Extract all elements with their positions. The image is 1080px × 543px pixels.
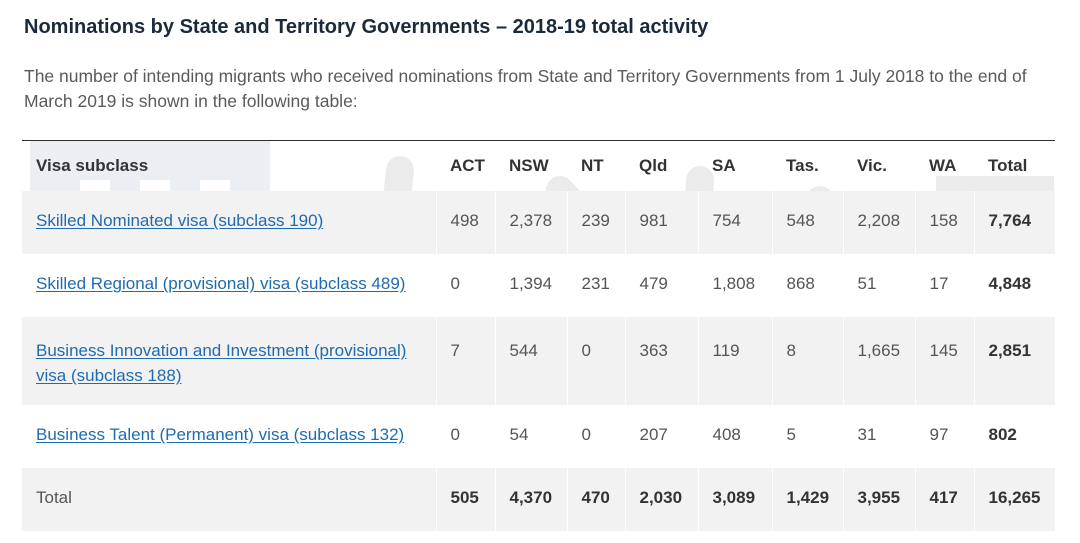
cell-wa: 17 xyxy=(914,254,974,317)
cell-tas: 5 xyxy=(771,405,843,468)
header-total: Total xyxy=(988,156,1028,175)
table-row: Skilled Regional (provisional) visa (sub… xyxy=(22,254,1055,317)
table-row: Business Talent (Permanent) visa (subcla… xyxy=(22,405,1055,468)
grand-total: 16,265 xyxy=(973,468,1055,531)
total-nsw: 4,370 xyxy=(494,468,567,531)
cell-act: 0 xyxy=(435,405,495,468)
cell-sa: 1,808 xyxy=(697,254,772,317)
cell-vic: 31 xyxy=(842,405,915,468)
visa-link-489[interactable]: Skilled Regional (provisional) visa (sub… xyxy=(36,274,406,293)
visa-link-132[interactable]: Business Talent (Permanent) visa (subcla… xyxy=(36,425,405,444)
header-act: ACT xyxy=(450,156,485,175)
cell-act: 498 xyxy=(435,191,495,254)
visa-cell: Business Talent (Permanent) visa (subcla… xyxy=(22,405,436,468)
visa-link-188[interactable]: Business Innovation and Investment (prov… xyxy=(36,341,407,385)
header-sa: SA xyxy=(712,156,736,175)
cell-qld: 363 xyxy=(624,317,698,405)
cell-total: 802 xyxy=(973,405,1055,468)
table-row: Skilled Nominated visa (subclass 190) 49… xyxy=(22,191,1055,254)
cell-nt: 239 xyxy=(566,191,625,254)
cell-act: 7 xyxy=(435,317,495,405)
cell-wa: 158 xyxy=(914,191,974,254)
total-row: Total 505 4,370 470 2,030 3,089 1,429 3,… xyxy=(22,468,1055,531)
cell-qld: 207 xyxy=(624,405,698,468)
cell-tas: 868 xyxy=(771,254,843,317)
cell-nt: 0 xyxy=(566,317,625,405)
cell-nsw: 54 xyxy=(494,405,567,468)
cell-tas: 548 xyxy=(771,191,843,254)
header-wa: WA xyxy=(929,156,957,175)
table-row: Business Innovation and Investment (prov… xyxy=(22,317,1055,405)
cell-qld: 479 xyxy=(624,254,698,317)
header-vic: Vic. xyxy=(857,156,887,175)
cell-total: 2,851 xyxy=(973,317,1055,405)
header-tas: Tas. xyxy=(786,156,819,175)
cell-vic: 1,665 xyxy=(842,317,915,405)
cell-sa: 754 xyxy=(697,191,772,254)
total-label: Total xyxy=(22,468,436,531)
cell-nsw: 2,378 xyxy=(494,191,567,254)
total-act: 505 xyxy=(435,468,495,531)
cell-vic: 2,208 xyxy=(842,191,915,254)
cell-total: 7,764 xyxy=(973,191,1055,254)
cell-nsw: 544 xyxy=(494,317,567,405)
total-nt: 470 xyxy=(566,468,625,531)
page-title: Nominations by State and Territory Gover… xyxy=(24,16,709,38)
visa-cell: Skilled Nominated visa (subclass 190) xyxy=(22,191,436,254)
cell-wa: 97 xyxy=(914,405,974,468)
cell-qld: 981 xyxy=(624,191,698,254)
header-visa-subclass: Visa subclass xyxy=(36,156,149,175)
cell-vic: 51 xyxy=(842,254,915,317)
cell-nt: 0 xyxy=(566,405,625,468)
intro-paragraph: The number of intending migrants who rec… xyxy=(24,66,1027,111)
cell-wa: 145 xyxy=(914,317,974,405)
visa-link-190[interactable]: Skilled Nominated visa (subclass 190) xyxy=(36,211,324,230)
cell-nsw: 1,394 xyxy=(494,254,567,317)
cell-nt: 231 xyxy=(566,254,625,317)
table-header-row: Visa subclass ACT NSW NT Qld SA Tas. Vic… xyxy=(22,140,1055,192)
cell-sa: 119 xyxy=(697,317,772,405)
total-wa: 417 xyxy=(914,468,974,531)
visa-cell: Skilled Regional (provisional) visa (sub… xyxy=(22,254,436,317)
header-qld: Qld xyxy=(639,156,668,175)
cell-total: 4,848 xyxy=(973,254,1055,317)
total-qld: 2,030 xyxy=(624,468,698,531)
total-tas: 1,429 xyxy=(771,468,843,531)
total-sa: 3,089 xyxy=(697,468,772,531)
header-nt: NT xyxy=(581,156,604,175)
header-nsw: NSW xyxy=(509,156,549,175)
cell-act: 0 xyxy=(435,254,495,317)
nominations-table: Visa subclass ACT NSW NT Qld SA Tas. Vic… xyxy=(22,140,1055,531)
visa-cell: Business Innovation and Investment (prov… xyxy=(22,317,436,405)
total-vic: 3,955 xyxy=(842,468,915,531)
cell-tas: 8 xyxy=(771,317,843,405)
cell-sa: 408 xyxy=(697,405,772,468)
